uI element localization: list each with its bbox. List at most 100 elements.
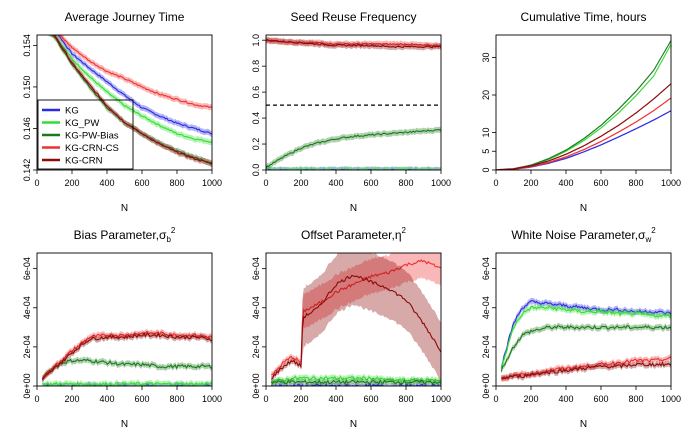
series-band-kg-crn xyxy=(266,36,441,51)
series-line-kg-pw-bias xyxy=(42,358,212,379)
y-tick-label: 5 xyxy=(481,149,491,154)
series-band-kg-crn-cs xyxy=(496,97,671,170)
series-band-kg-pw-bias xyxy=(42,356,212,382)
x-axis-label: N xyxy=(580,203,587,214)
y-tick-label: 0.2 xyxy=(251,138,261,151)
series-line-kg-crn xyxy=(271,274,441,380)
x-tick-label: 0 xyxy=(263,394,268,404)
x-tick-label: 800 xyxy=(398,394,413,404)
legend-label: KG xyxy=(65,106,79,117)
series-line-kg xyxy=(57,35,212,135)
x-tick-label: 800 xyxy=(628,178,643,188)
x-tick-label: 800 xyxy=(628,394,643,404)
legend-box xyxy=(37,99,134,170)
y-tick-label: 2e-04 xyxy=(22,335,32,358)
x-tick-label: 600 xyxy=(593,394,608,404)
chart-title: Offset Parameter,η2 xyxy=(301,226,407,242)
series-line-kg-crn-cs xyxy=(58,35,212,109)
y-tick-label: 4e-04 xyxy=(22,296,32,319)
legend-label: KG_PW xyxy=(65,118,99,129)
chart-panel-2: Seed Reuse Frequency N 0 200 400 600 800 1000 0.… xyxy=(251,10,451,214)
x-axis-label: N xyxy=(580,419,587,430)
y-tick-label: 0.154 xyxy=(22,34,32,57)
x-tick-label: 400 xyxy=(558,394,573,404)
series-band-kg-crn xyxy=(496,82,671,170)
series-band-kg-pw-bias xyxy=(271,377,441,386)
y-tick-label: 0.150 xyxy=(22,76,32,99)
plot-frame xyxy=(265,34,442,171)
y-tick-label: 0.6 xyxy=(251,86,261,99)
series-band-kg-crn-cs xyxy=(56,35,212,111)
series-band-kg-crn xyxy=(501,360,671,382)
x-tick-label: 1000 xyxy=(431,394,451,404)
x-tick-label: 800 xyxy=(169,394,184,404)
x-tick-label: 200 xyxy=(64,394,79,404)
chart-panel-6: White Noise Parameter,σw2 N 0 200 400 600 800 1… xyxy=(481,226,681,430)
plot-area xyxy=(500,297,671,383)
x-axis-label: N xyxy=(121,419,128,430)
chart-panel-1: Average Journey Time N 0 200 400 600 800 1000 0.… xyxy=(22,10,222,214)
x-tick-label: 1000 xyxy=(431,178,451,188)
x-tick-label: 600 xyxy=(363,394,378,404)
y-tick-label: 0.146 xyxy=(22,117,32,140)
y-tick-label: 6e-04 xyxy=(481,257,491,280)
chart-panel-4: Bias Parameter,σb2 N 0 200 400 600 800 1000 0e+0… xyxy=(22,226,222,430)
series-band-kg xyxy=(266,166,441,170)
x-tick-label: 400 xyxy=(99,178,114,188)
series-line-kg-pw-bias xyxy=(500,324,671,372)
chart-title: White Noise Parameter,σw2 xyxy=(511,226,656,244)
series-line-kg-pw xyxy=(266,168,441,170)
legend-label: KG-CRN xyxy=(65,156,103,167)
series-line-kg-crn xyxy=(41,332,212,381)
y-tick-label: 20 xyxy=(481,90,491,100)
series-band-kg-pw-bias xyxy=(266,126,441,170)
series-line-kg-crn xyxy=(52,35,212,165)
chart-title: Bias Parameter,σb2 xyxy=(74,226,176,244)
x-tick-label: 200 xyxy=(64,178,79,188)
y-tick-label: 4e-04 xyxy=(251,296,261,319)
plot-area xyxy=(266,36,441,170)
x-tick-label: 600 xyxy=(363,178,378,188)
y-tick-label: 6e-04 xyxy=(22,257,32,280)
x-tick-label: 1000 xyxy=(202,178,222,188)
x-tick-label: 800 xyxy=(169,178,184,188)
chart-title: Cumulative Time, hours xyxy=(520,10,646,24)
x-tick-label: 200 xyxy=(523,394,538,404)
plot-area xyxy=(496,39,671,170)
y-tick-label: 0.8 xyxy=(251,60,261,73)
x-tick-label: 200 xyxy=(293,178,308,188)
y-tick-label: 0.142 xyxy=(22,159,32,182)
series-line-kg-pw xyxy=(270,375,441,384)
chart-title: Seed Reuse Frequency xyxy=(290,10,416,24)
legend-label: KG-CRN-CS xyxy=(65,143,119,154)
y-tick-label: 4e-04 xyxy=(481,296,491,319)
x-tick-label: 1000 xyxy=(661,178,681,188)
x-tick-label: 0 xyxy=(493,394,498,404)
x-tick-label: 0 xyxy=(263,178,268,188)
series-line-kg-pw xyxy=(496,44,671,170)
series-band-kg xyxy=(55,35,212,137)
x-tick-label: 800 xyxy=(398,178,413,188)
x-tick-label: 0 xyxy=(493,178,498,188)
series-line-kg-crn-cs xyxy=(271,259,441,376)
series-band-kg-crn-cs xyxy=(271,253,441,378)
x-tick-label: 600 xyxy=(593,178,608,188)
x-tick-label: 600 xyxy=(134,178,149,188)
plot-area xyxy=(41,328,212,386)
x-tick-label: 400 xyxy=(99,394,114,404)
series-band-kg xyxy=(271,381,441,386)
y-tick-label: 0 xyxy=(481,167,491,172)
x-tick-label: 0 xyxy=(34,394,39,404)
x-axis-label: N xyxy=(121,203,128,214)
x-axis-label: N xyxy=(350,203,357,214)
plot-area xyxy=(270,253,441,386)
x-tick-label: 400 xyxy=(328,178,343,188)
x-tick-label: 0 xyxy=(34,178,39,188)
x-tick-label: 400 xyxy=(558,178,573,188)
plot-frame xyxy=(265,252,442,387)
plot-frame xyxy=(495,34,672,171)
series-line-kg-crn xyxy=(496,83,671,170)
